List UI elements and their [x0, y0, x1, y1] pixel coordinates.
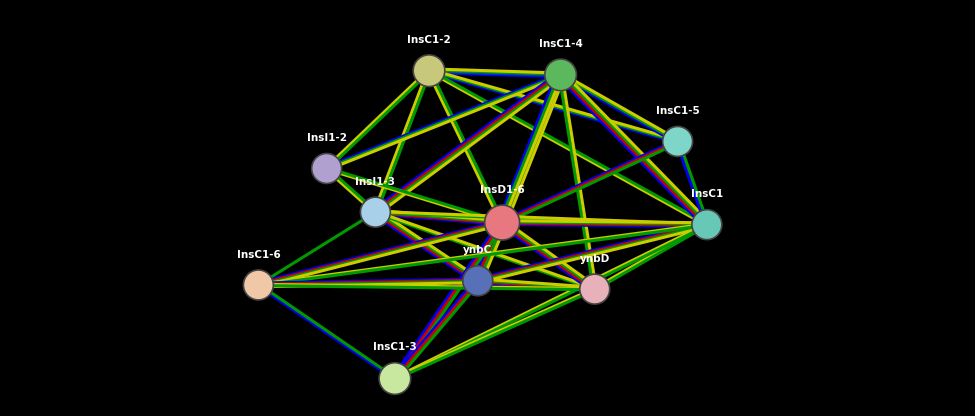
Ellipse shape [312, 154, 341, 183]
Text: ynbC: ynbC [463, 245, 492, 255]
Ellipse shape [485, 205, 520, 240]
Text: InsC1-5: InsC1-5 [656, 106, 699, 116]
Text: InsC1-6: InsC1-6 [237, 250, 280, 260]
Text: InsC1: InsC1 [690, 189, 723, 199]
Ellipse shape [545, 59, 576, 91]
Ellipse shape [580, 274, 609, 304]
Ellipse shape [413, 55, 445, 87]
Text: InsC1-3: InsC1-3 [373, 342, 416, 352]
Text: InsI1-2: InsI1-2 [306, 133, 347, 143]
Ellipse shape [361, 197, 390, 227]
Ellipse shape [463, 266, 492, 296]
Text: InsC1-4: InsC1-4 [538, 39, 583, 49]
Text: ynbD: ynbD [579, 254, 610, 264]
Ellipse shape [663, 126, 692, 156]
Ellipse shape [379, 363, 410, 394]
Ellipse shape [692, 210, 722, 240]
Text: InsI1-3: InsI1-3 [355, 177, 396, 187]
Text: InsD1-6: InsD1-6 [480, 185, 525, 195]
Ellipse shape [244, 270, 273, 300]
Text: InsC1-2: InsC1-2 [408, 35, 450, 45]
